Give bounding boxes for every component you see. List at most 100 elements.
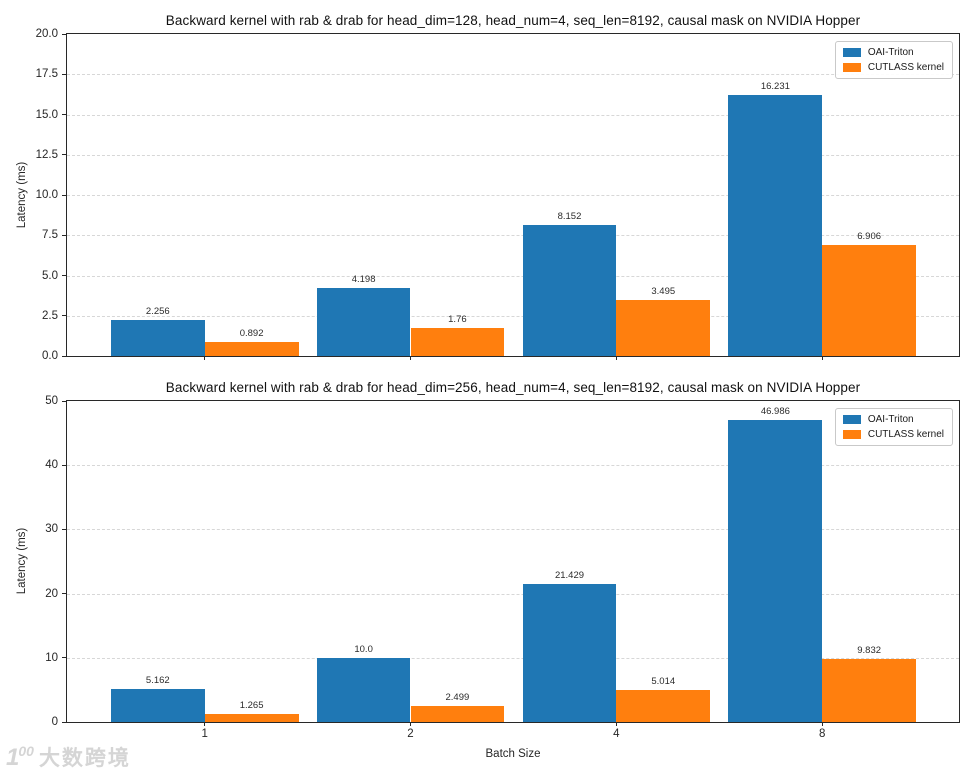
- bar-oai-triton-batch-4: [522, 584, 617, 722]
- gridline: [67, 657, 959, 659]
- bar-cutlass-kernel-batch-4: [616, 689, 711, 722]
- x-tick-mark: [615, 722, 617, 726]
- y-tick-mark: [62, 315, 67, 317]
- bar-cutlass-kernel-batch-2: [410, 327, 505, 356]
- bar-cutlass-kernel-batch-4: [616, 299, 711, 356]
- y-tick-mark: [62, 400, 67, 402]
- y-tick-mark: [62, 114, 67, 115]
- x-tick-label-batch-1: 1: [201, 728, 208, 740]
- bar-cutlass-kernel-batch-1: [204, 713, 299, 722]
- bar-value-label: 3.495: [651, 285, 676, 297]
- x-tick-mark: [410, 356, 411, 360]
- chart-top-y-axis-label: Latency (ms): [16, 161, 28, 229]
- y-tick-mark: [62, 657, 67, 659]
- legend-swatch-icon: [842, 430, 861, 439]
- bar-oai-triton-batch-8: [728, 420, 823, 722]
- watermark: 100 大数跨境: [6, 742, 131, 772]
- y-tick-label: 10.0: [35, 189, 58, 201]
- bar-value-label: 0.892: [239, 327, 264, 339]
- legend-label: CUTLASS kernel: [867, 429, 944, 440]
- x-tick-mark: [821, 722, 823, 726]
- y-tick-mark: [62, 194, 67, 196]
- bar-value-label: 1.76: [448, 313, 467, 325]
- gridline: [67, 593, 959, 595]
- gridline: [67, 275, 959, 277]
- bar-value-label: 21.429: [554, 570, 585, 582]
- y-tick-mark: [62, 721, 67, 723]
- y-tick-label: 2.5: [42, 309, 58, 322]
- x-tick-mark: [410, 722, 411, 726]
- y-tick-label: 10: [45, 651, 58, 664]
- y-tick-mark: [62, 464, 67, 466]
- y-tick-mark: [62, 528, 67, 530]
- x-axis-label: Batch Size: [485, 748, 541, 760]
- y-tick-mark: [62, 154, 67, 156]
- chart-top-title: Backward kernel with rab & drab for head…: [165, 13, 861, 28]
- legend-label: OAI-Triton: [867, 47, 914, 58]
- bar-oai-triton-batch-1: [110, 319, 205, 356]
- bar-cutlass-kernel-batch-8: [822, 244, 917, 356]
- gridline: [67, 235, 959, 237]
- y-tick-label: 50: [45, 395, 58, 407]
- bar-value-label: 16.231: [760, 80, 790, 92]
- legend-item: OAI-Triton: [842, 414, 944, 425]
- gridline: [67, 315, 959, 317]
- bar-oai-triton-batch-2: [316, 288, 411, 356]
- y-tick-mark: [62, 355, 67, 357]
- legend-label: OAI-Triton: [867, 414, 914, 425]
- y-tick-mark: [62, 593, 67, 595]
- chart-bottom-y-axis-label: Latency (ms): [16, 527, 28, 595]
- y-tick-mark: [62, 234, 67, 236]
- y-tick-label: 17.5: [35, 68, 58, 81]
- bar-value-label: 5.014: [651, 675, 676, 687]
- x-tick-mark: [821, 356, 823, 360]
- bar-value-label: 46.986: [760, 406, 790, 418]
- bar-value-label: 5.162: [145, 674, 170, 686]
- gridline: [67, 529, 959, 531]
- y-tick-label: 0: [51, 716, 58, 728]
- y-tick-mark: [62, 73, 67, 75]
- legend: OAI-Triton CUTLASS kernel: [834, 41, 953, 79]
- bar-cutlass-kernel-batch-8: [822, 658, 917, 722]
- x-tick-label-batch-2: 2: [407, 728, 414, 740]
- gridline: [67, 465, 959, 467]
- y-tick-label: 7.5: [42, 229, 58, 242]
- y-tick-label: 15.0: [35, 108, 58, 121]
- gridline: [67, 195, 959, 196]
- bar-oai-triton-batch-1: [110, 688, 205, 722]
- y-tick-label: 40: [45, 459, 58, 472]
- y-tick-label: 0.0: [42, 350, 58, 362]
- legend-item: CUTLASS kernel: [842, 62, 944, 73]
- bar-value-label: 6.906: [857, 230, 882, 242]
- y-tick-label: 5.0: [42, 269, 58, 282]
- bar-value-label: 2.256: [145, 305, 170, 317]
- bar-value-label: 4.198: [351, 274, 376, 286]
- x-tick-mark: [204, 722, 206, 726]
- bar-value-label: 10.0: [354, 643, 373, 655]
- y-tick-mark: [62, 33, 67, 35]
- gridline: [67, 74, 959, 76]
- bar-cutlass-kernel-batch-1: [204, 341, 299, 356]
- y-tick-label: 12.5: [35, 148, 58, 161]
- chart-top-plot-area: 0.0 2.5 5.0 7.5 10.0 12.5 15.0 17.5 20.0 2.256 4.1…: [36, 28, 960, 362]
- bar-oai-triton-batch-4: [522, 224, 617, 356]
- legend-label: CUTLASS kernel: [867, 62, 944, 73]
- x-tick-label-batch-4: 4: [613, 728, 620, 740]
- bar-cutlass-kernel-batch-2: [410, 705, 505, 722]
- x-tick-label-batch-8: 8: [819, 728, 826, 740]
- legend-swatch-icon: [842, 48, 861, 57]
- gridline: [67, 114, 959, 116]
- x-tick-mark: [204, 356, 206, 360]
- chart-bottom-title: Backward kernel with rab & drab for head…: [165, 380, 861, 395]
- y-tick-mark: [62, 275, 67, 276]
- legend-swatch-icon: [842, 415, 861, 424]
- legend-swatch-icon: [842, 63, 861, 72]
- bar-value-label: 1.265: [239, 699, 264, 711]
- bar-oai-triton-batch-2: [316, 657, 411, 722]
- bar-oai-triton-batch-8: [728, 94, 823, 356]
- y-tick-label: 20: [45, 587, 58, 600]
- chart-bottom-plot-area: 0 10 20 30 40 50 5.162 10.0 21.429 46.986 1.265 2.4…: [45, 395, 960, 740]
- legend: OAI-Triton CUTLASS kernel: [834, 408, 953, 446]
- y-tick-label: 20.0: [35, 28, 58, 40]
